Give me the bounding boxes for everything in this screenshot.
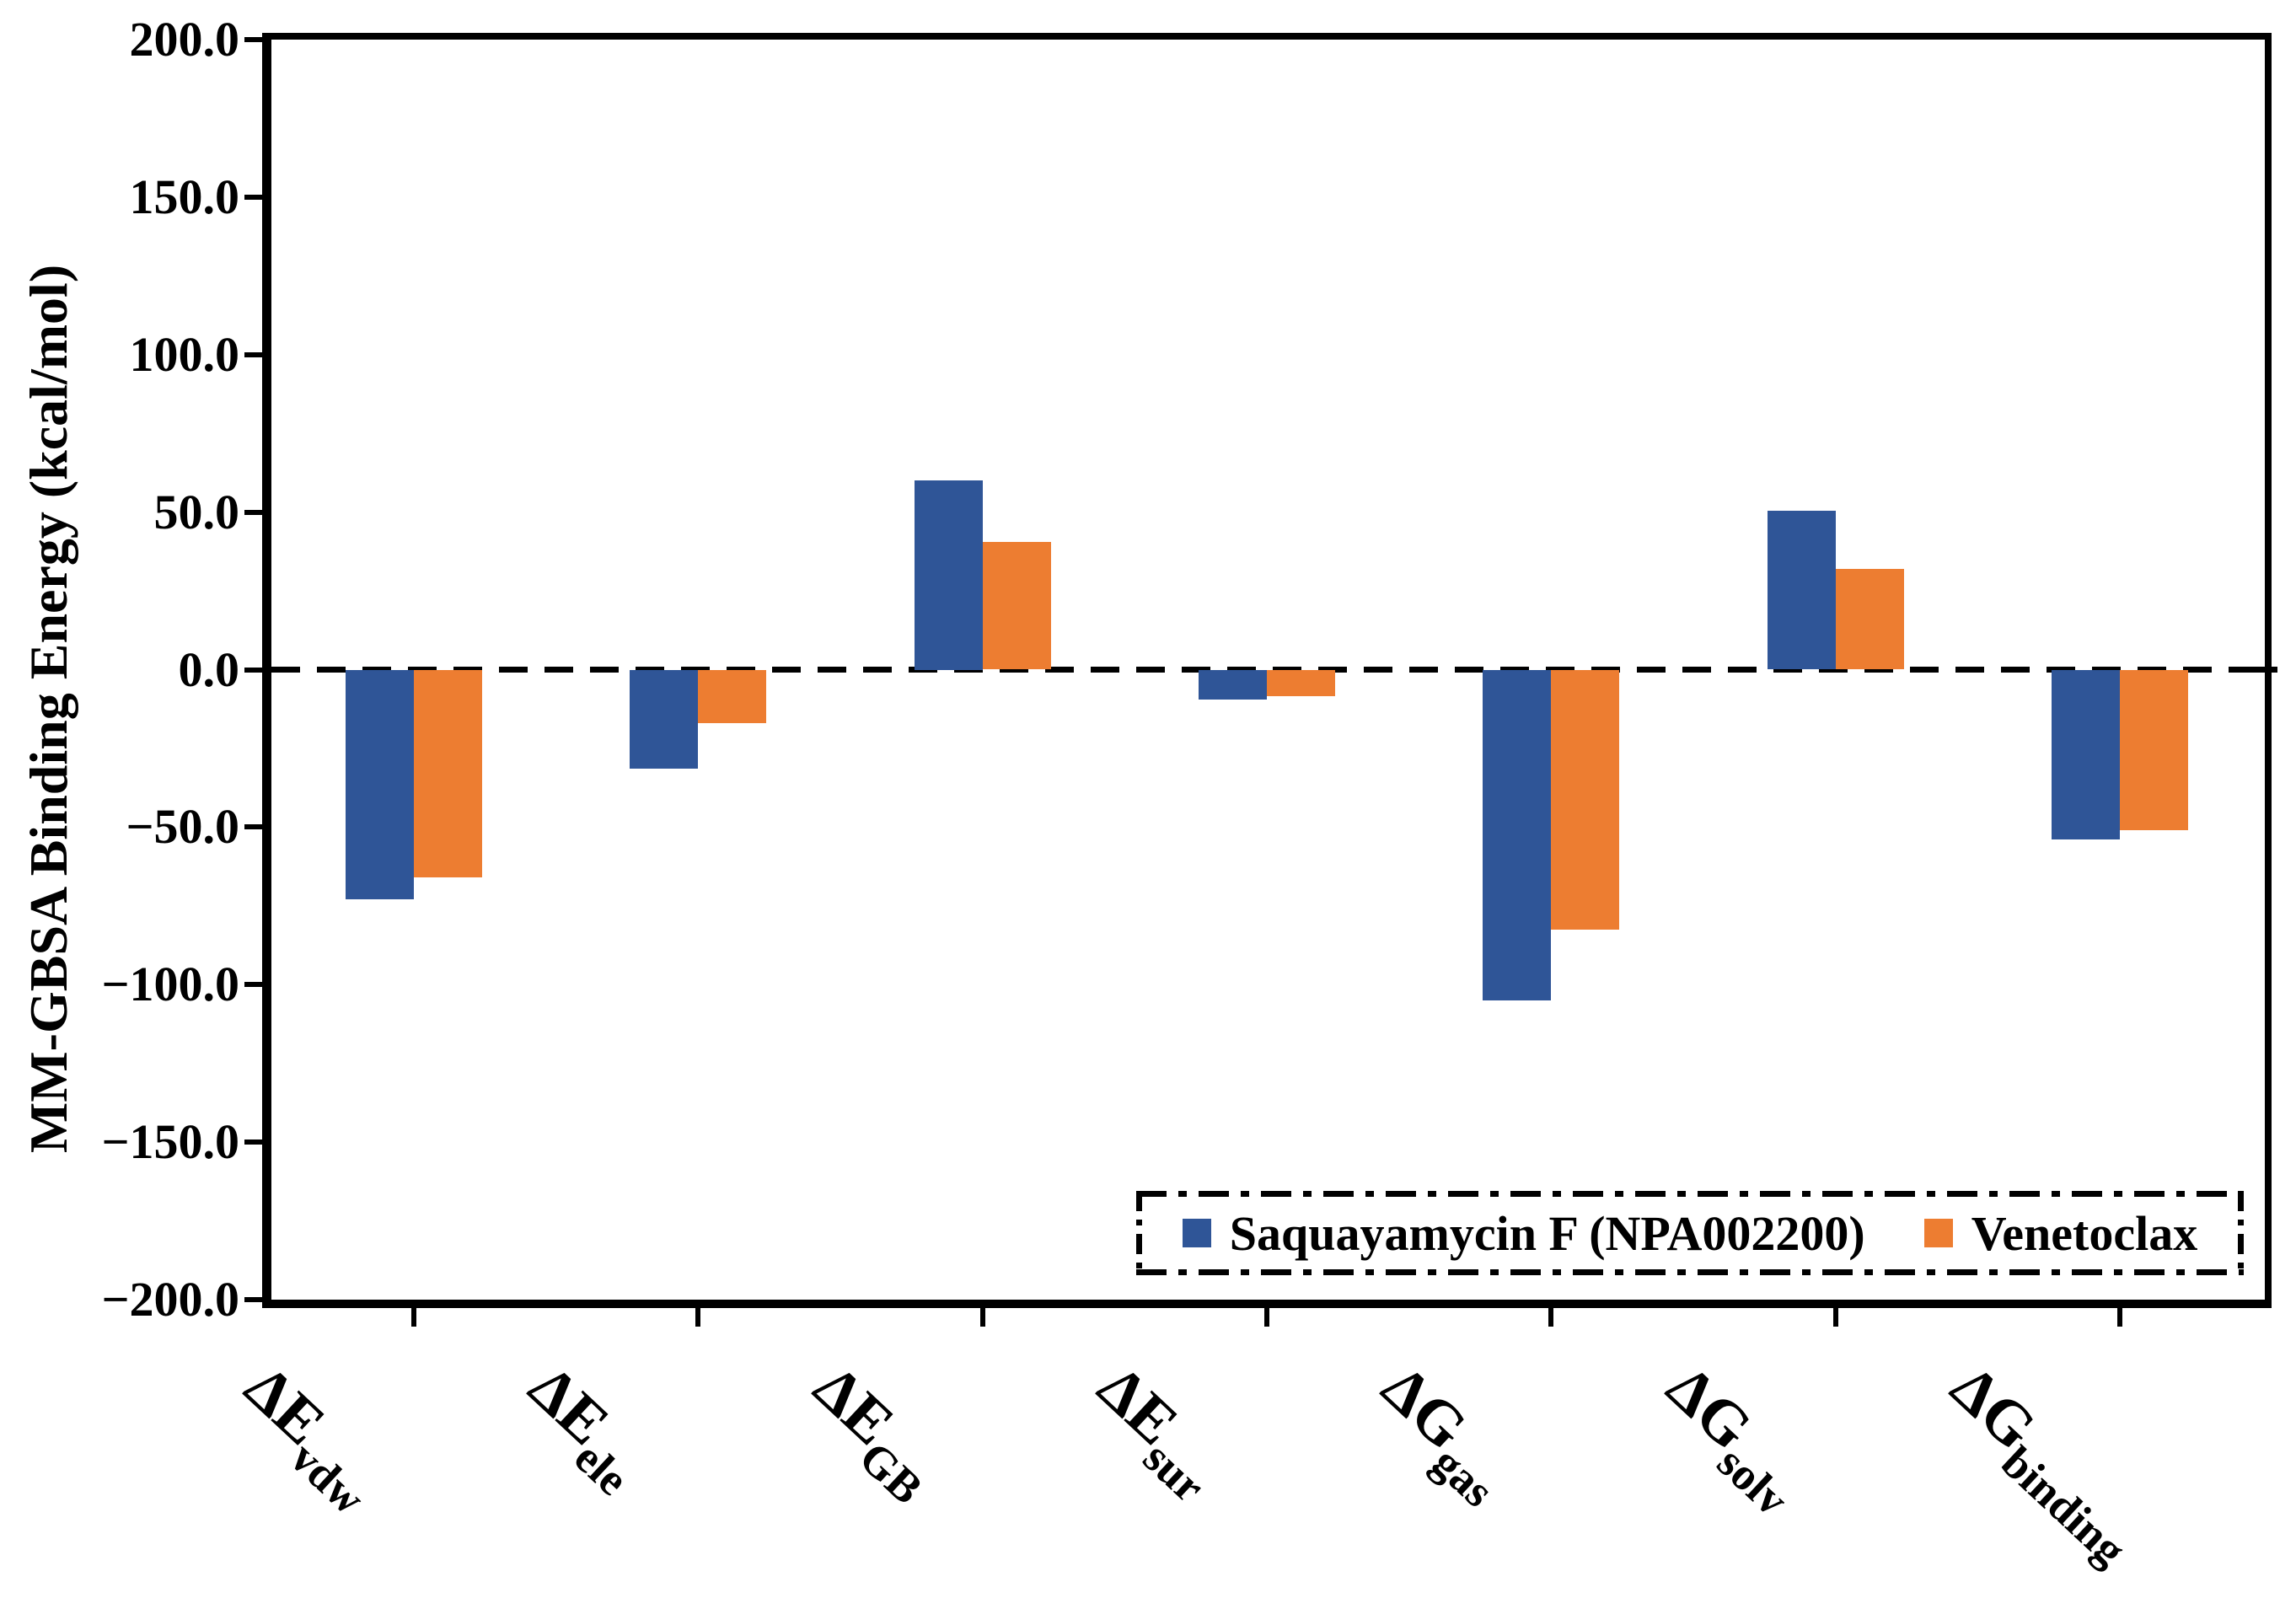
- y-tick: [244, 194, 271, 200]
- x-tick: [979, 1308, 985, 1327]
- right-axis-zero-tick: [2244, 667, 2277, 673]
- y-tick: [244, 351, 271, 357]
- x-tick: [410, 1308, 416, 1327]
- y-tick-label: −50.0: [126, 799, 239, 855]
- x-category-label: ΔGbinding: [1924, 1353, 2156, 1579]
- y-tick: [244, 982, 271, 988]
- y-tick-label: −150.0: [101, 1114, 239, 1170]
- y-tick: [244, 509, 271, 515]
- y-tick-label: 200.0: [129, 12, 240, 67]
- plot-area: [271, 40, 2262, 1300]
- x-category-label: ΔEvdw: [217, 1353, 394, 1528]
- y-tick-label: 50.0: [153, 484, 240, 539]
- x-label-subscript: binding: [1992, 1436, 2137, 1576]
- x-category-label: ΔGsolv: [1639, 1353, 1817, 1530]
- y-tick: [244, 1140, 271, 1145]
- bar-ΔEsur-series2: [1267, 669, 1335, 697]
- y-tick-label: 100.0: [129, 326, 240, 382]
- bar-ΔEsur-series1: [1199, 669, 1267, 700]
- legend-swatch-series1: [1182, 1219, 1211, 1247]
- legend-border-top: [1136, 1191, 2244, 1197]
- bar-ΔGbinding-series2: [2120, 669, 2189, 831]
- y-tick: [244, 667, 271, 673]
- x-category-label: ΔEsur: [1070, 1353, 1234, 1516]
- bar-ΔEGB-series2: [982, 542, 1051, 670]
- legend-content: Saquayamycin F (NPA002200) Venetoclax: [1136, 1191, 2244, 1275]
- bar-ΔEvdw-series1: [345, 669, 414, 900]
- y-tick: [244, 1297, 271, 1302]
- y-tick-label: −200.0: [101, 1272, 239, 1327]
- bar-ΔGsolv-series1: [1767, 510, 1836, 670]
- y-tick: [244, 37, 271, 42]
- legend-border-right: [2238, 1191, 2244, 1275]
- bar-ΔGsolv-series2: [1835, 568, 1904, 670]
- y-tick-label: 0.0: [178, 641, 240, 697]
- bar-ΔGgas-series1: [1483, 669, 1552, 1000]
- x-tick: [1264, 1308, 1269, 1327]
- legend: Saquayamycin F (NPA002200) Venetoclax: [1136, 1191, 2244, 1275]
- x-category-label: ΔEGB: [786, 1353, 952, 1518]
- x-tick: [1548, 1308, 1554, 1327]
- legend-border-left: [1136, 1191, 1142, 1275]
- y-tick-label: 150.0: [129, 169, 240, 224]
- y-tick: [244, 824, 271, 830]
- bar-ΔGgas-series2: [1551, 669, 1620, 930]
- x-category-label: ΔEele: [502, 1353, 659, 1510]
- x-tick: [2117, 1308, 2123, 1327]
- y-tick-label: −100.0: [101, 957, 239, 1012]
- bar-ΔEele-series2: [698, 669, 767, 724]
- legend-border-bottom: [1136, 1269, 2244, 1275]
- legend-label-series2: Venetoclax: [1971, 1205, 2198, 1261]
- legend-label-series1: Saquayamycin F (NPA002200): [1229, 1205, 1865, 1261]
- legend-swatch-series2: [1923, 1219, 1953, 1247]
- bar-ΔGbinding-series1: [2052, 669, 2121, 840]
- bar-ΔEGB-series1: [914, 480, 983, 670]
- x-tick: [695, 1308, 701, 1327]
- x-category-label: ΔGgas: [1355, 1353, 1524, 1521]
- bar-ΔEele-series1: [630, 669, 699, 770]
- bar-ΔEvdw-series2: [413, 669, 482, 878]
- x-tick: [1832, 1308, 1838, 1327]
